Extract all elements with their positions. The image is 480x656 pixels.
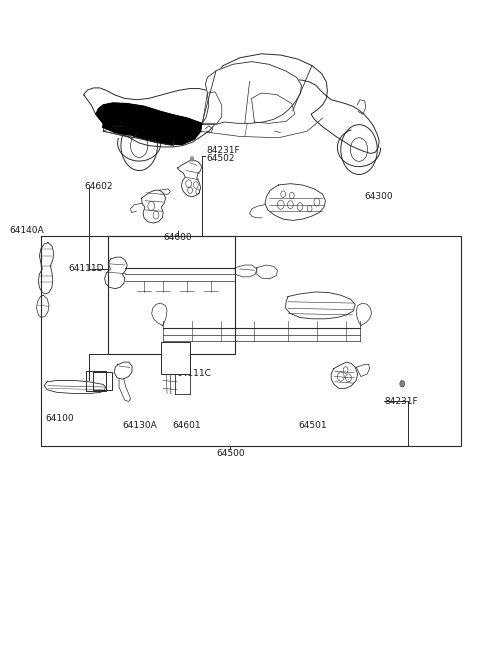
Polygon shape xyxy=(96,103,202,144)
Text: 64111C: 64111C xyxy=(177,369,212,379)
Text: 64300: 64300 xyxy=(365,192,394,201)
Text: 64100: 64100 xyxy=(46,414,74,423)
Text: 64600: 64600 xyxy=(163,233,192,242)
Bar xyxy=(93,372,112,390)
Text: 64602: 64602 xyxy=(84,182,112,192)
Text: 64601: 64601 xyxy=(173,420,202,430)
Text: 64500: 64500 xyxy=(216,449,245,459)
Polygon shape xyxy=(202,62,301,125)
Polygon shape xyxy=(111,109,198,138)
Polygon shape xyxy=(180,122,193,134)
Circle shape xyxy=(400,380,405,387)
Text: 64130A: 64130A xyxy=(122,420,157,430)
Text: 84231F: 84231F xyxy=(384,397,418,406)
Text: 64111D: 64111D xyxy=(69,264,104,274)
Text: 64140A: 64140A xyxy=(10,226,44,236)
Polygon shape xyxy=(158,118,173,131)
Text: 64501: 64501 xyxy=(299,420,327,430)
Polygon shape xyxy=(84,54,379,154)
Bar xyxy=(161,342,190,374)
Circle shape xyxy=(190,156,194,161)
Polygon shape xyxy=(103,123,130,135)
Text: 64502: 64502 xyxy=(206,154,235,163)
Text: 84231F: 84231F xyxy=(206,146,240,155)
